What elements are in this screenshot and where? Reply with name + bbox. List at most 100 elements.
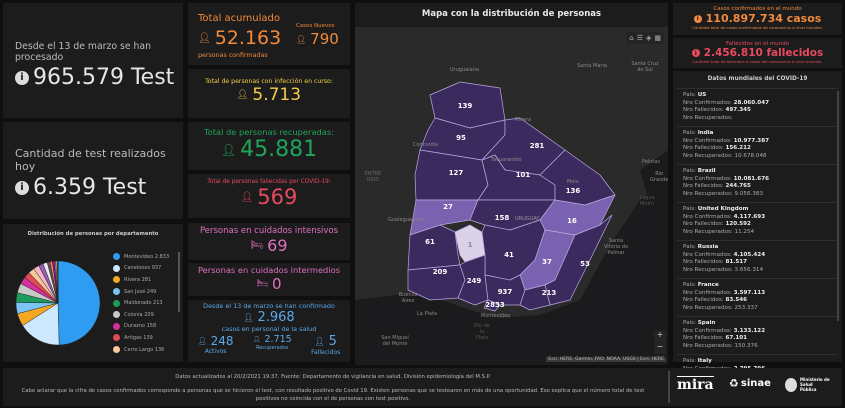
country-item[interactable]: País: Brazil Nro Confirmados: 10.081.676 N… <box>677 165 838 203</box>
deaths-title: Total de personas fallecidas por COVID-1… <box>207 179 331 185</box>
place-label: Gualeguaychú <box>388 217 425 223</box>
active-value: 5.713 <box>252 85 302 105</box>
legend-item[interactable]: Maldonado 213 <box>113 297 173 309</box>
dept-value-label: 209 <box>432 268 448 276</box>
place-label: Rio Grande <box>650 171 668 183</box>
country-name: País: Italy <box>683 358 712 364</box>
world-cases-value: 110.897.734 casos <box>705 12 822 25</box>
home-icon[interactable]: ⌂ <box>629 34 634 42</box>
country-deaths: Nro Fallecidos: 81.517 <box>683 259 748 265</box>
person-icon: 👤︎ <box>243 313 254 322</box>
active-title: Total de personas con infección en curso… <box>205 78 333 85</box>
place-label: Santa Maria <box>577 63 607 69</box>
legend-item[interactable]: Montevideo 2.833 <box>113 251 173 263</box>
info-icon: i <box>15 180 29 195</box>
icu-panel: Personas en cuidados intensivos 🛏︎ 69 <box>188 223 350 260</box>
legend-item[interactable]: 127 <box>113 355 173 357</box>
list-scrollbar[interactable] <box>837 91 839 321</box>
country-recovered: Nro Recuperados: 11.254 <box>683 228 755 235</box>
legend-item[interactable]: Canelones 937 <box>113 263 173 275</box>
layers-icon[interactable]: ◈ <box>645 34 652 42</box>
world-cases-panel: Casos confirmados en el mundo i 110.897.7… <box>673 3 842 35</box>
msp-logo: Ministerio de Salud Pública <box>785 377 830 392</box>
basemap-gallery-icon[interactable]: ▦ <box>654 34 661 42</box>
dept-value-label: 41 <box>504 251 514 259</box>
legend-label: Artigas 139 <box>124 334 153 341</box>
legend-item[interactable]: Rivera 281 <box>113 274 173 286</box>
country-item[interactable]: País: Russia Nro Confirmados: 4.105.424 Nr… <box>677 241 838 279</box>
legend-item[interactable]: San José 249 <box>113 286 173 298</box>
place-label: ENTRE RIOS <box>364 171 382 183</box>
info-icon: i <box>693 14 702 23</box>
place-label: Tacuarembó <box>491 157 522 163</box>
confirmed-sub: personas confirmadas <box>198 52 268 59</box>
legend-item[interactable]: Artigas 139 <box>113 332 173 344</box>
intermediate-value: 0 <box>271 275 282 293</box>
confirmed-panel: Total acumulado 👤︎ 52.163 personas confi… <box>188 3 350 65</box>
bed-icon: 🛏︎ <box>250 240 264 251</box>
country-deaths: Nro Fallecidos: 497.345 <box>683 107 751 113</box>
tests-total-panel: Desde el 13 de marzo se han procesado i … <box>3 3 183 118</box>
person-icon: 👤︎ <box>296 34 307 44</box>
sinae-symbol-icon: ♻︎ <box>729 377 739 390</box>
person-icon: 👤︎ <box>198 32 211 44</box>
icu-title: Personas en cuidados intensivos <box>199 226 339 236</box>
confirmed-title: Total acumulado <box>198 13 280 24</box>
list-icon[interactable]: ☰ <box>636 34 643 42</box>
zoom-in-button[interactable]: + <box>656 330 664 339</box>
country-name: País: US <box>683 92 707 98</box>
legend-label: Maldonado 213 <box>124 300 163 307</box>
dept-rocha[interactable] <box>544 214 613 306</box>
person-icon: 👤︎ <box>220 142 237 157</box>
map-title: Mapa con la distribución de personas <box>355 3 668 27</box>
person-icon: 👤︎ <box>240 191 254 203</box>
tests-today-panel: Cantidad de test realizados hoy i 6.359 … <box>3 122 183 219</box>
legend-swatch <box>113 288 120 296</box>
legend-swatch <box>113 264 120 272</box>
dept-value-label: 281 <box>529 142 545 150</box>
legend-label: Montevideo 2.833 <box>124 253 170 260</box>
country-confirmed: Nro Confirmados: 3.597.113 <box>683 289 766 296</box>
place-label: San Miguel del Monte <box>381 335 409 347</box>
place-label: Uruguaiana <box>450 67 479 73</box>
legend-swatch <box>113 311 120 319</box>
place-label: Río de la Plata <box>474 323 490 341</box>
health-sub: casos en personal de la salud <box>221 325 317 333</box>
pie-title: Distribución de personas por departament… <box>27 231 159 237</box>
health-staff-panel: Desde el 13 de marzo se han confirmado 👤… <box>188 300 350 362</box>
legend-item[interactable]: Cerro Largo 136 <box>113 344 173 356</box>
footer-updated: Datos actualizados al 20/2/2021 19:37. F… <box>175 374 491 380</box>
legend-item[interactable]: Durazno 158 <box>113 321 173 333</box>
country-item[interactable]: País: India Nro Confirmados: 10.977.387 Nr… <box>677 127 838 165</box>
dept-value-label: 136 <box>565 187 581 195</box>
dept-value-label: 27 <box>443 203 453 211</box>
country-name: País: Spain <box>683 320 716 326</box>
tests-today-label: Cantidad de test realizados hoy <box>15 147 166 173</box>
country-name: País: Brazil <box>683 168 716 174</box>
pie-slice-canelones[interactable] <box>22 302 60 346</box>
footer-note: Cabe aclarar que la cifra de casos confi… <box>21 388 645 402</box>
country-item[interactable]: País: US Nro Confirmados: 28.060.047 Nro F… <box>677 89 838 127</box>
dept-value-label: 1 <box>467 241 473 249</box>
health-recovered-value: 2.715 <box>264 334 292 345</box>
pie-slice-montevideo[interactable] <box>57 260 101 346</box>
dept-montevideo[interactable] <box>483 299 501 312</box>
zoom-out-button[interactable]: − <box>656 342 664 351</box>
world-deaths-sub: Cantidad total de fallecidos a causa del… <box>692 59 823 64</box>
country-item[interactable]: País: United Kingdom Nro Confirmados: 4.1… <box>677 203 838 241</box>
country-deaths: Nro Fallecidos: 244.765 <box>683 183 751 189</box>
legend-item[interactable]: Colonia 209 <box>113 309 173 321</box>
country-item[interactable]: País: France Nro Confirmados: 3.597.113 Nr… <box>677 279 838 317</box>
recovered-value: 45.881 <box>240 137 318 162</box>
dept-rio-negro[interactable] <box>409 199 479 236</box>
dept-value-label: 61 <box>425 238 435 246</box>
legend-swatch <box>113 253 120 261</box>
legend-label: Cerro Largo 136 <box>124 346 165 353</box>
map-canvas[interactable] <box>355 27 668 365</box>
legend-swatch <box>113 322 120 330</box>
legend-scrollbar[interactable] <box>178 252 180 312</box>
country-item[interactable]: País: Spain Nro Confirmados: 3.133.122 Nro… <box>677 317 838 355</box>
place-label: Concordia <box>413 142 439 148</box>
dept-maldonado[interactable] <box>519 284 551 311</box>
tests-today-value: 6.359 Test <box>33 175 147 200</box>
